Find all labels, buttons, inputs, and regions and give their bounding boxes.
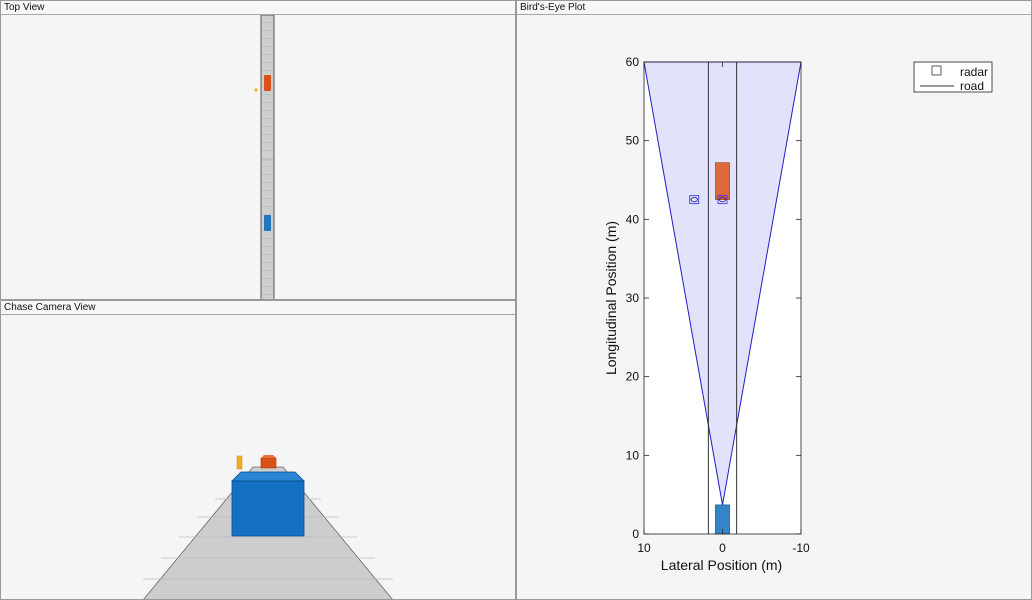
chase-view-target-vehicle xyxy=(260,455,277,469)
legend-entry-label: radar xyxy=(960,65,988,79)
y-tick-label: 20 xyxy=(626,370,640,384)
x-axis-label: Lateral Position (m) xyxy=(661,557,782,573)
target-vehicle-outline xyxy=(715,162,730,200)
legend-entry-label: road xyxy=(960,79,984,93)
top-view-title: Top View xyxy=(1,1,515,15)
y-tick-label: 40 xyxy=(626,212,640,226)
x-tick-label: -10 xyxy=(792,541,810,555)
chase-view-pedestrian xyxy=(236,455,243,470)
birds-eye-title: Bird's-Eye Plot xyxy=(517,1,1031,15)
legend-box xyxy=(913,61,993,93)
detection-covariance xyxy=(690,197,698,203)
detection-covariance xyxy=(718,197,727,203)
top-view-panel: Top View xyxy=(0,0,516,300)
y-tick-label: 10 xyxy=(626,448,640,462)
x-tick-label: 10 xyxy=(637,541,651,555)
chase-view-scene xyxy=(143,455,393,599)
chase-view-canvas[interactable] xyxy=(1,315,515,599)
top-view-canvas[interactable] xyxy=(1,15,515,299)
chase-view-title: Chase Camera View xyxy=(1,301,515,315)
birds-eye-canvas[interactable]: 0 10 20 30 40 50 60 10 0 -10 Lateral Position (m) L… xyxy=(517,15,1031,599)
y-tick-label: 30 xyxy=(626,291,640,305)
top-view-target-vehicle xyxy=(264,75,271,91)
top-view-road xyxy=(260,15,275,299)
birds-eye-panel: Bird's-Eye Plot 0 10 20 30 40 50 60 10 0 -10 Later… xyxy=(516,0,1032,600)
y-tick-label: 50 xyxy=(626,134,640,148)
top-view-scene xyxy=(254,15,275,299)
chase-view-ego-vehicle xyxy=(231,471,305,537)
top-view-pedestrian xyxy=(254,88,258,92)
radar-detection xyxy=(717,195,728,205)
y-tick-label: 0 xyxy=(632,527,639,541)
x-tick-label: 0 xyxy=(719,541,726,555)
radar-detection xyxy=(689,195,700,205)
y-tick-label: 60 xyxy=(626,55,640,69)
top-view-ego-vehicle xyxy=(264,215,271,231)
legend-radar-marker xyxy=(931,65,942,76)
y-axis-label: Longitudinal Position (m) xyxy=(603,221,619,375)
chase-view-panel: Chase Camera View xyxy=(0,300,516,600)
